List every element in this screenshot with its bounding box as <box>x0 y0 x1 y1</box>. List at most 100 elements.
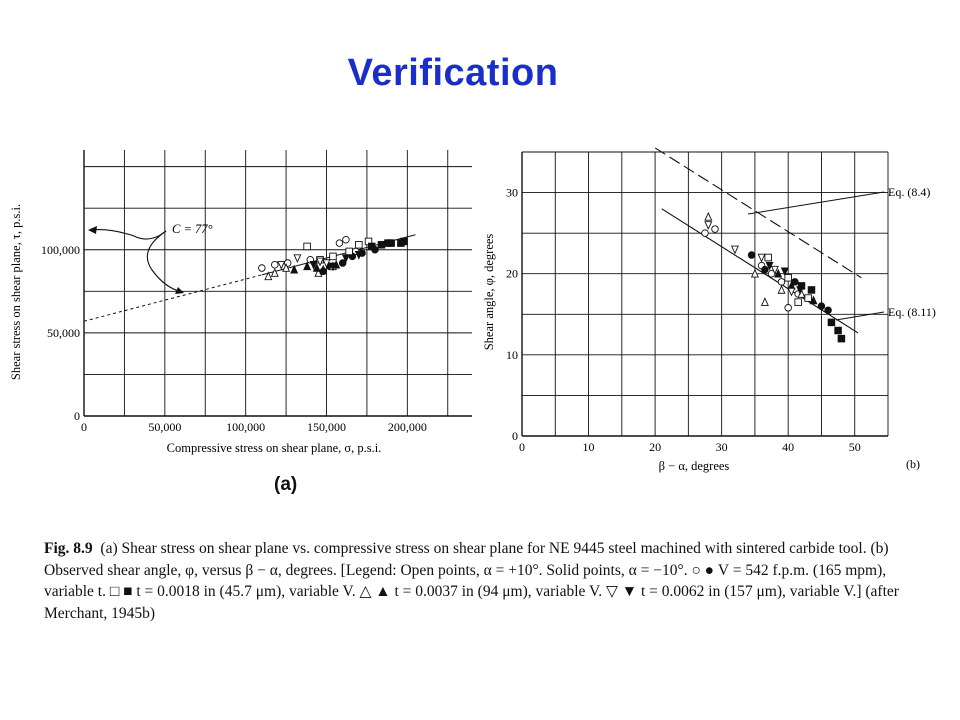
eq-8-4-line <box>654 147 862 279</box>
data-point-open-circle <box>258 264 266 272</box>
data-point-filled-triangle-down <box>796 286 805 295</box>
data-point-open-square <box>794 298 802 306</box>
data-point-filled-triangle-down <box>354 250 363 260</box>
chart-a-x-tick-label: 0 <box>81 420 87 434</box>
chart-a-tick-labels: 0 50,000 100,000 150,000 200,000 0 50,000 100,0… <box>41 243 427 434</box>
chart-a-x-tick-label: 100,000 <box>226 420 265 434</box>
data-point-filled-circle <box>817 302 826 310</box>
data-point-filled-square <box>834 326 842 335</box>
data-point-filled-square <box>368 242 376 251</box>
data-point-open-triangle-down <box>770 265 779 275</box>
chart-b-x-tick-label: 40 <box>782 440 794 454</box>
chart-a-annotation-arrow-bottom <box>146 230 183 293</box>
eq-8-4-label: Eq. (8.4) <box>888 185 930 199</box>
data-point-open-triangle-up <box>760 297 769 306</box>
data-point-filled-square <box>827 318 836 327</box>
data-point-filled-triangle-down <box>309 260 318 270</box>
chart-a-x-tick-label: 50,000 <box>148 420 181 434</box>
data-point-open-triangle-down <box>730 245 739 255</box>
chart-b-y-tick-label: 20 <box>506 267 518 281</box>
data-point-filled-circle <box>824 306 832 314</box>
chart-b-grid <box>521 151 889 437</box>
data-point-open-triangle-up <box>270 268 279 277</box>
data-point-open-square <box>784 274 792 282</box>
data-point-open-triangle-up <box>264 271 273 281</box>
data-point-open-circle <box>342 236 350 244</box>
data-point-open-circle <box>271 260 279 269</box>
data-point-filled-circle <box>747 251 756 259</box>
data-point-filled-triangle-up <box>312 263 321 272</box>
data-point-filled-square <box>377 241 386 249</box>
chart-a-fit-line <box>83 234 416 322</box>
data-point-open-square <box>764 253 772 262</box>
data-point-open-triangle-down <box>322 259 331 269</box>
chart-a-y-tick-label: 100,000 <box>41 243 80 257</box>
data-point-filled-triangle-up <box>290 264 299 274</box>
data-point-open-triangle-up <box>750 268 759 278</box>
chart-a-y-tick-label: 0 <box>74 409 80 423</box>
data-point-filled-square <box>387 239 395 247</box>
panel-a-label: (a) <box>274 474 298 495</box>
data-point-filled-triangle-down <box>780 267 789 277</box>
data-point-filled-triangle-up <box>809 295 818 305</box>
chart-a: 0 50,000 100,000 150,000 200,000 0 50,000 100,0… <box>9 150 472 455</box>
data-point-filled-triangle-down <box>328 262 337 272</box>
data-point-open-square <box>355 241 363 249</box>
chart-b-x-tick-label: 20 <box>649 440 661 454</box>
chart-b-tick-labels: 0 10 20 30 40 50 0 10 20 30 <box>506 186 861 454</box>
chart-a-points <box>258 236 408 281</box>
data-point-open-triangle-up <box>704 211 713 221</box>
chart-b-y-tick-label: 0 <box>512 429 518 443</box>
chart-b-x-tick-label: 30 <box>716 440 728 454</box>
chart-b-x-tick-label: 0 <box>519 440 525 454</box>
data-point-filled-triangle-down <box>341 254 350 264</box>
eq-8-11-leader <box>835 311 885 321</box>
data-point-filled-square <box>807 286 816 294</box>
data-point-open-circle <box>701 229 709 237</box>
data-point-filled-triangle-down <box>765 261 774 271</box>
data-point-open-square <box>804 294 812 302</box>
data-point-filled-square <box>837 334 846 343</box>
data-point-open-circle <box>784 304 792 312</box>
data-point-open-triangle-down <box>757 253 766 263</box>
slide-title: Verification <box>347 52 559 94</box>
chart-b-lines <box>654 147 862 334</box>
data-point-filled-triangle-up <box>774 268 783 278</box>
chart-a-x-tick-label: 150,000 <box>307 420 346 434</box>
data-point-open-square <box>303 242 311 251</box>
chart-a-grid <box>83 150 472 417</box>
chart-b-x-tick-label: 50 <box>849 440 861 454</box>
chart-b-ylabel: Shear angle, φ, degrees <box>482 234 496 351</box>
chart-b-x-tick-label: 10 <box>583 440 595 454</box>
data-point-open-triangle-down <box>787 287 796 297</box>
chart-b-xlabel: β − α, degrees <box>659 459 730 473</box>
chart-a-xlabel: Compressive stress on shear plane, σ, p.… <box>167 441 382 455</box>
eq-8-4-leader <box>747 191 885 215</box>
chart-b-panel-label: (b) <box>906 457 920 471</box>
data-point-open-circle <box>777 278 786 286</box>
chart-b-points <box>701 211 846 343</box>
chart-b: 0 10 20 30 40 50 0 10 20 30 β − α, degrees Shear … <box>482 147 936 473</box>
data-point-filled-triangle-up <box>319 264 328 274</box>
chart-a-arrowhead-right <box>175 287 184 294</box>
caption-text: (a) Shear stress on shear plane vs. comp… <box>44 540 899 622</box>
data-point-open-square <box>345 247 353 256</box>
data-point-open-triangle-down <box>293 254 302 264</box>
data-point-open-circle <box>335 239 344 247</box>
data-point-open-triangle-down <box>316 257 325 267</box>
chart-a-ylabel: Shear stress on shear plane, τ, p.s.i. <box>9 204 23 380</box>
data-point-open-triangle-down <box>704 221 713 231</box>
chart-b-y-tick-label: 10 <box>506 348 518 362</box>
data-point-filled-circle <box>338 259 347 267</box>
chart-a-x-tick-label: 200,000 <box>388 420 427 434</box>
caption-label: Fig. 8.9 <box>44 540 93 557</box>
chart-a-annotation-arrow-top <box>89 229 167 240</box>
data-point-filled-circle <box>761 265 769 274</box>
chart-b-y-tick-label: 30 <box>506 186 518 200</box>
chart-a-annotation: C = 77° <box>172 222 213 236</box>
data-point-open-triangle-down <box>277 260 286 270</box>
chart-a-arrowhead-left <box>88 226 97 234</box>
fit-line-dashed <box>83 274 262 322</box>
data-point-open-circle <box>711 225 719 233</box>
figure-caption: Fig. 8.9 (a) Shear stress on shear plane… <box>44 538 934 624</box>
